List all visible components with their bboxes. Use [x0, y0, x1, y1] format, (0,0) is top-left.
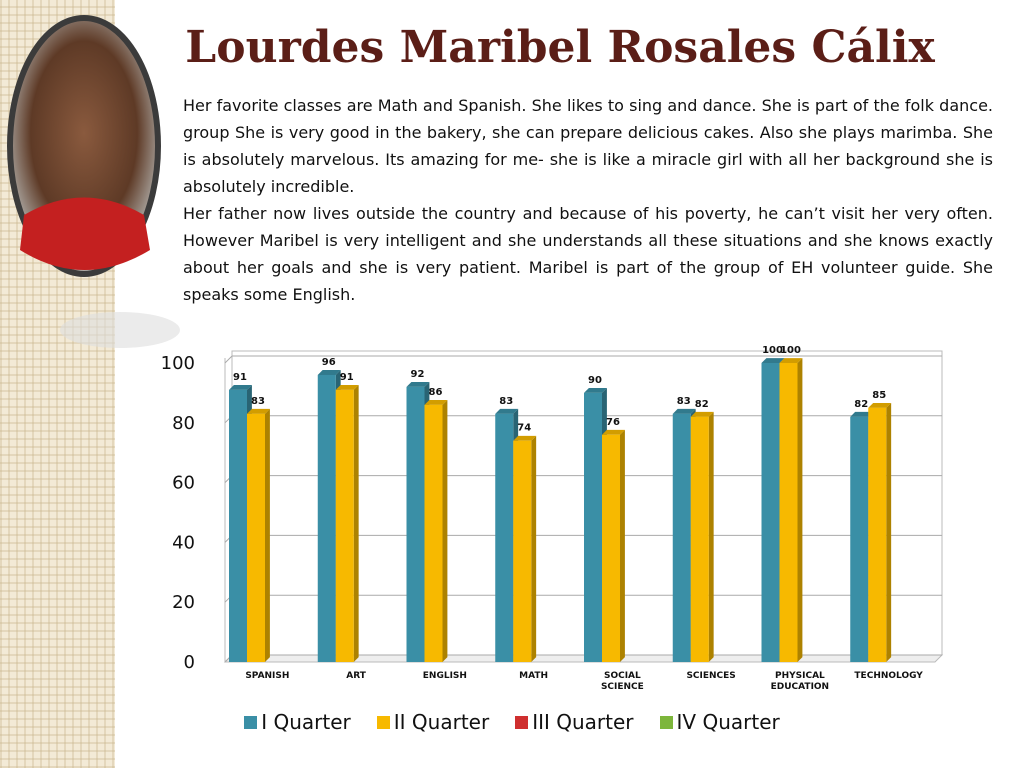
y-tick-label: 0 — [184, 652, 195, 673]
photo-shirt — [20, 197, 150, 270]
bar — [761, 363, 780, 662]
bar — [850, 416, 869, 662]
value-label: 100 — [780, 345, 801, 356]
paragraph: Her father now lives outside the country… — [183, 204, 993, 304]
x-tick-label: MATH — [519, 671, 549, 681]
x-tick-label: ART — [346, 671, 366, 681]
x-tick-label: SOCIAL SCIENCE — [600, 671, 644, 692]
bar — [229, 389, 247, 662]
legend-item: IV Quarter — [659, 710, 780, 734]
bar-top — [850, 411, 874, 417]
value-label: 83 — [499, 396, 513, 407]
value-label: 86 — [429, 387, 443, 398]
y-tick-label: 60 — [172, 473, 195, 494]
legend-swatch — [244, 715, 258, 729]
bar-side — [797, 358, 803, 662]
bar-side — [442, 399, 448, 662]
bar — [247, 413, 265, 662]
x-tick-label: SCIENCES — [686, 671, 736, 681]
grid-line-side — [224, 355, 233, 364]
value-label: 83 — [251, 396, 265, 407]
legend-label: III Quarter — [532, 710, 634, 734]
value-label: 76 — [606, 417, 620, 428]
legend-item: III Quarter — [515, 710, 634, 734]
bar — [406, 386, 425, 662]
bar-top — [672, 408, 696, 414]
y-tick-label: 80 — [172, 413, 195, 434]
legend-item: II Quarter — [376, 710, 490, 734]
bar — [513, 440, 532, 662]
value-label: 96 — [322, 357, 336, 368]
bar-side — [353, 385, 359, 662]
value-label: 92 — [411, 369, 425, 380]
x-tick-label: SPANISH — [245, 671, 290, 681]
bar — [495, 413, 514, 662]
bar-side — [708, 411, 714, 662]
legend-item: I Quarter — [244, 710, 351, 734]
value-label: 74 — [517, 423, 531, 434]
value-label: 91 — [233, 372, 247, 383]
bar — [317, 374, 336, 662]
bar-top — [761, 358, 785, 363]
legend-label: I Quarter — [261, 710, 351, 734]
value-label: 100 — [762, 345, 783, 356]
bar-top — [690, 411, 714, 417]
bar-top — [495, 408, 519, 414]
bar-top — [584, 388, 607, 393]
photo-shadow — [60, 312, 180, 348]
y-tick-label: 40 — [172, 532, 195, 553]
legend: I Quarter II Quarter III Quarter IV Quarter — [0, 710, 1024, 734]
x-tick-label: TECHNOLOGY — [854, 671, 923, 681]
bar-top — [868, 402, 892, 408]
paragraph: Her favorite classes are Math and Spanis… — [183, 96, 993, 196]
legend-swatch — [376, 715, 390, 729]
y-tick-label: 20 — [172, 592, 195, 613]
bar — [335, 389, 354, 662]
value-label: 85 — [872, 390, 886, 401]
legend-label: II Quarter — [393, 710, 490, 734]
bar-side — [531, 435, 537, 662]
bar — [868, 407, 887, 662]
bar-top — [229, 385, 252, 390]
legend-swatch — [515, 715, 529, 729]
bar-top — [602, 429, 625, 435]
value-label: 82 — [695, 399, 709, 410]
bar-side — [265, 408, 270, 662]
bar — [424, 404, 443, 662]
bar-top — [406, 382, 430, 387]
x-tick-label: PHYSICAL EDUCATION — [770, 671, 830, 692]
bar — [672, 413, 691, 662]
legend-swatch — [659, 715, 673, 729]
bar-top — [335, 385, 359, 390]
value-label: 82 — [854, 399, 868, 410]
bar — [779, 363, 798, 662]
bar-top — [779, 358, 803, 363]
value-label: 91 — [340, 372, 354, 383]
slide-title: Lourdes Maribel Rosales Cálix — [185, 22, 935, 73]
y-tick-label: 100 — [161, 353, 195, 374]
bar-top — [513, 435, 537, 441]
bar-top — [317, 370, 341, 375]
bar-top — [424, 399, 448, 405]
value-label: 83 — [677, 396, 691, 407]
bar-side — [620, 429, 625, 662]
bar — [602, 434, 620, 662]
x-tick-label: ENGLISH — [422, 671, 467, 681]
value-label: 90 — [588, 375, 602, 386]
bar-side — [886, 402, 892, 662]
bar — [690, 416, 709, 662]
bar-top — [247, 408, 270, 414]
bar — [584, 392, 602, 662]
legend-label: IV Quarter — [676, 710, 780, 734]
